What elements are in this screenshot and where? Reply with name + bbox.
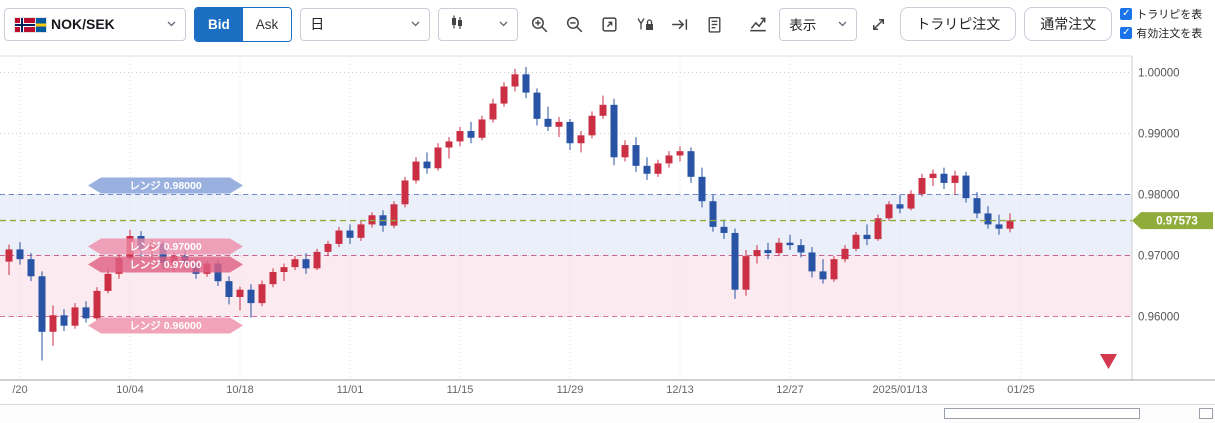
display-checkbox-column: ✓ トラリピを表 ✓ 有効注文を表: [1120, 0, 1215, 41]
pair-label: NOK/SEK: [51, 16, 115, 32]
svg-text:レンジ 0.96000: レンジ 0.96000: [129, 320, 202, 332]
chevron-down-icon: [838, 21, 847, 27]
svg-text:0.98000: 0.98000: [1138, 190, 1180, 202]
chevron-down-icon: [499, 21, 508, 27]
svg-text:0.97000: 0.97000: [1138, 251, 1180, 263]
svg-text:01/25: 01/25: [1007, 384, 1035, 396]
y-axis-lock-icon[interactable]: [631, 10, 659, 38]
currency-flags-icon: [14, 16, 47, 33]
show-active-orders-checkbox[interactable]: ✓ 有効注文を表: [1120, 25, 1215, 41]
trap-repeat-order-button[interactable]: トラリピ注文: [900, 7, 1017, 41]
svg-text:0.96000: 0.96000: [1138, 312, 1180, 324]
news-document-icon[interactable]: [701, 10, 729, 38]
timeframe-selector[interactable]: 日: [300, 7, 431, 41]
svg-text:レンジ 0.97000: レンジ 0.97000: [129, 259, 202, 271]
checkbox-label: 有効注文を表: [1136, 28, 1203, 40]
fit-chart-icon[interactable]: [596, 10, 624, 38]
chevron-down-icon: [411, 21, 420, 27]
svg-text:/20: /20: [12, 384, 27, 396]
candlestick-icon: [448, 13, 466, 36]
expand-fullscreen-icon[interactable]: [865, 10, 893, 38]
display-menu-label: 表示: [789, 18, 817, 33]
checkbox-label: トラリピを表: [1136, 9, 1203, 21]
checkbox-checked-icon: ✓: [1120, 27, 1133, 39]
scrollbar-end-button[interactable]: [1199, 408, 1213, 419]
svg-text:11/29: 11/29: [557, 384, 584, 396]
svg-text:1.00000: 1.00000: [1138, 67, 1180, 79]
svg-text:レンジ 0.98000: レンジ 0.98000: [129, 180, 202, 192]
chart-type-selector[interactable]: [438, 7, 519, 41]
svg-text:11/15: 11/15: [447, 384, 474, 396]
svg-text:12/13: 12/13: [666, 384, 694, 396]
svg-text:11/01: 11/01: [337, 384, 364, 396]
currency-pair-selector[interactable]: NOK/SEK: [4, 7, 186, 41]
bid-button[interactable]: Bid: [195, 7, 243, 41]
toolbar: NOK/SEK Bid Ask 日: [0, 0, 1215, 48]
bid-ask-toggle: Bid Ask: [194, 6, 293, 42]
zoom-out-icon[interactable]: [561, 10, 589, 38]
chevron-down-icon: [167, 21, 176, 27]
show-trap-repeat-checkbox[interactable]: ✓ トラリピを表: [1120, 6, 1215, 22]
svg-text:0.97573: 0.97573: [1156, 216, 1198, 228]
svg-text:12/27: 12/27: [776, 384, 804, 396]
normal-order-button[interactable]: 通常注文: [1024, 7, 1113, 41]
checkbox-checked-icon: ✓: [1120, 8, 1133, 20]
timeframe-value: 日: [310, 16, 325, 32]
svg-text:2025/01/13: 2025/01/13: [872, 384, 927, 396]
zoom-in-icon[interactable]: [526, 10, 554, 38]
norway-flag-icon: [14, 16, 36, 33]
horizontal-scrollbar[interactable]: [0, 404, 1215, 423]
go-to-latest-icon[interactable]: [666, 10, 694, 38]
svg-text:10/18: 10/18: [226, 384, 254, 396]
ask-button[interactable]: Ask: [242, 7, 292, 41]
display-menu[interactable]: 表示: [779, 7, 858, 41]
trend-chart-icon[interactable]: [744, 10, 772, 38]
svg-text:レンジ 0.97000: レンジ 0.97000: [129, 241, 202, 253]
svg-text:10/04: 10/04: [116, 384, 144, 396]
scrollbar-thumb[interactable]: [944, 408, 1140, 419]
svg-text:0.99000: 0.99000: [1138, 128, 1180, 140]
price-chart[interactable]: 1.00000 0.99000 0.98000 0.97000 0.96000/20 10…: [0, 48, 1215, 423]
